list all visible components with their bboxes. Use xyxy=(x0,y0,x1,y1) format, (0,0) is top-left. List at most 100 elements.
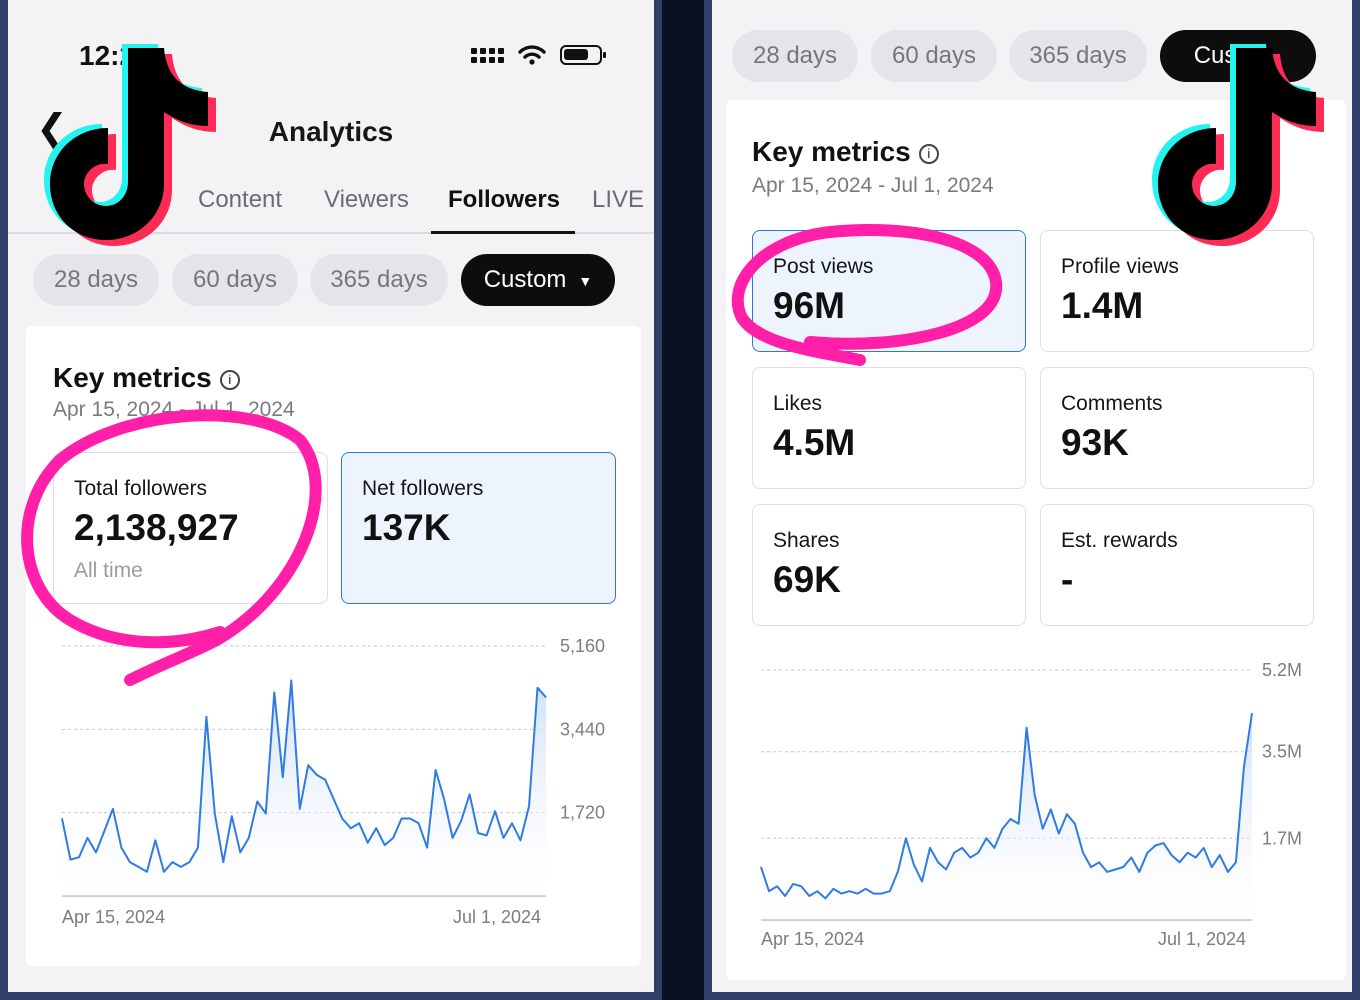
status-time: 12:2 xyxy=(79,40,136,71)
metric-profile-views[interactable]: Profile views 1.4M xyxy=(1040,230,1314,352)
data-point xyxy=(1138,871,1140,873)
metric-shares[interactable]: Shares 69K xyxy=(752,504,1026,626)
signal-icon xyxy=(471,47,504,63)
range-60-days-button[interactable]: 60 days xyxy=(172,254,298,306)
data-point xyxy=(452,837,454,839)
data-point xyxy=(768,890,770,892)
data-point xyxy=(188,861,190,863)
data-point xyxy=(1227,871,1229,873)
data-point xyxy=(1195,857,1197,858)
info-icon[interactable]: i xyxy=(219,369,240,390)
y-tick-label: 3.5M xyxy=(1262,742,1302,762)
metric-post-views[interactable]: Post views 96M xyxy=(752,230,1026,352)
key-metrics-title: Key metrics xyxy=(53,362,212,393)
data-point xyxy=(913,864,915,866)
metric-label: Post views xyxy=(773,255,874,278)
data-point xyxy=(784,895,786,897)
range-365-days-button[interactable]: 365 days xyxy=(310,254,448,306)
metric-value: - xyxy=(1061,559,1074,600)
data-point xyxy=(937,861,939,863)
data-point xyxy=(977,852,979,854)
tab-overview[interactable]: C xyxy=(56,186,74,213)
date-range: Apr 15, 2024 - Jul 1, 2024 xyxy=(752,174,994,197)
data-point xyxy=(520,839,522,841)
analytics-tabs: C Content Viewers Followers LIVE xyxy=(8,168,654,234)
data-point xyxy=(61,817,63,819)
metric-label: Comments xyxy=(1061,392,1163,415)
data-point xyxy=(494,810,496,812)
range-28-days-button[interactable]: 28 days xyxy=(732,30,858,82)
range-365-days-button[interactable]: 365 days xyxy=(1009,30,1147,82)
metric-comments[interactable]: Comments 93K xyxy=(1040,367,1314,489)
metric-label: Net followers xyxy=(362,477,484,500)
key-metrics-heading: Key metrics i xyxy=(53,362,240,394)
data-point xyxy=(418,822,420,824)
metric-label: Total followers xyxy=(74,477,208,500)
data-point xyxy=(537,687,539,689)
data-point xyxy=(231,815,233,817)
data-point xyxy=(503,837,505,839)
data-point xyxy=(384,844,386,846)
data-point xyxy=(256,801,258,803)
range-custom-dropdown[interactable]: Custo ▼ xyxy=(1160,30,1316,82)
metric-est-rewards[interactable]: Est. rewards - xyxy=(1040,504,1314,626)
data-point xyxy=(985,837,987,839)
data-point xyxy=(905,837,907,839)
tab-live[interactable]: LIVE xyxy=(592,186,645,213)
data-point xyxy=(469,793,471,795)
data-point xyxy=(1154,844,1156,846)
data-point xyxy=(849,890,851,892)
data-point xyxy=(816,890,818,892)
key-metrics-title: Key metrics xyxy=(752,136,911,167)
x-axis-end-label: Jul 1, 2024 xyxy=(453,907,542,927)
metric-value: 4.5M xyxy=(773,422,856,463)
data-point xyxy=(776,885,778,887)
data-point xyxy=(760,866,762,868)
data-point xyxy=(1034,794,1036,796)
range-28-days-button[interactable]: 28 days xyxy=(33,254,159,306)
metric-net-followers[interactable]: Net followers 137K xyxy=(341,452,616,604)
tab-content[interactable]: Content xyxy=(198,186,283,213)
caret-down-icon: ▼ xyxy=(1268,48,1283,65)
data-point xyxy=(1162,842,1164,844)
data-point xyxy=(282,776,284,778)
post-views-chart: 5.2M 3.5M 1.7M xyxy=(760,660,1302,921)
y-tick-label: 1.7M xyxy=(1262,828,1302,848)
data-point xyxy=(993,847,995,849)
data-point xyxy=(146,871,148,873)
active-tab-indicator xyxy=(431,231,575,234)
metric-likes[interactable]: Likes 4.5M xyxy=(752,367,1026,489)
data-point xyxy=(1122,866,1124,868)
data-point xyxy=(248,837,250,839)
range-60-days-button[interactable]: 60 days xyxy=(871,30,997,82)
data-point xyxy=(409,817,411,819)
metric-value: 93K xyxy=(1061,422,1129,463)
y-tick-label: 5,160 xyxy=(560,636,605,656)
x-axis-start-label: Apr 15, 2024 xyxy=(62,907,166,927)
data-point xyxy=(889,890,891,892)
data-point xyxy=(86,837,88,839)
metric-total-followers[interactable]: Total followers 2,138,927 All time xyxy=(53,452,328,604)
data-point xyxy=(897,871,899,873)
data-point xyxy=(477,832,479,834)
data-point xyxy=(137,866,139,868)
data-point xyxy=(78,856,80,858)
data-point xyxy=(1114,869,1116,871)
metric-label: Shares xyxy=(773,529,840,552)
data-point xyxy=(1235,861,1237,863)
data-point xyxy=(1001,828,1003,830)
data-point xyxy=(1050,808,1052,810)
data-point xyxy=(316,774,318,776)
data-point xyxy=(290,679,292,681)
data-point xyxy=(163,871,165,873)
tab-viewers[interactable]: Viewers xyxy=(324,186,409,213)
data-point xyxy=(1171,854,1173,856)
data-point xyxy=(824,897,826,899)
info-icon[interactable]: i xyxy=(918,143,939,164)
data-point xyxy=(129,861,131,863)
data-point xyxy=(1130,857,1132,858)
data-point xyxy=(840,893,842,895)
range-custom-dropdown[interactable]: Custom ▼ xyxy=(461,254,615,306)
tab-followers[interactable]: Followers xyxy=(448,186,561,213)
data-point xyxy=(528,805,530,807)
